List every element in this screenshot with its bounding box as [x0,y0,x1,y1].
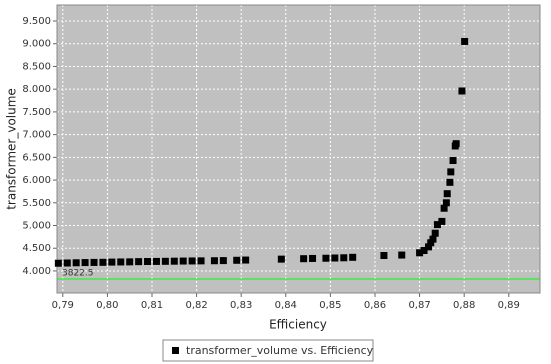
point [452,140,460,148]
point [449,157,457,165]
point [144,258,152,266]
point [81,259,89,267]
point [458,87,466,95]
y-tick-label: 9.000 [22,39,51,50]
point [447,168,455,176]
y-tick-label: 5.000 [22,221,51,232]
point [429,235,437,243]
x-tick-label: 0,89 [498,300,520,311]
y-tick-label: 8.500 [22,61,51,72]
point [398,251,406,259]
point [440,204,448,212]
point [380,252,388,260]
y-tick-label: 6.000 [22,175,51,186]
y-tick-label: 8.000 [22,84,51,95]
x-tick-label: 0,86 [364,300,386,311]
point [322,254,330,262]
point [170,257,178,265]
y-axis-title: transformer_volume [5,88,19,210]
point [277,255,285,263]
plot-area [57,5,540,293]
point [300,255,308,263]
point [233,256,241,264]
point [340,254,348,262]
point [425,243,433,251]
point [349,253,357,261]
point [331,254,339,262]
plot-border [56,4,541,294]
y-tick-label: 4.000 [22,266,51,277]
point [210,257,218,265]
reference-label: 3822.5 [62,269,94,279]
point [188,257,196,265]
point [242,256,250,264]
point [442,199,450,207]
point [443,190,451,198]
point [117,258,125,266]
point [108,258,116,266]
point [461,37,469,45]
point [99,258,107,266]
point [438,217,446,225]
point [427,239,435,247]
x-tick-label: 0,81 [141,300,163,311]
x-tick-label: 0,80 [96,300,118,311]
x-tick-label: 0,83 [230,300,252,311]
legend-marker [172,347,179,354]
point [446,178,454,186]
point [431,229,439,237]
x-tick-label: 0,79 [52,300,74,311]
y-tick-label: 9.500 [22,16,51,27]
y-tick-label: 5.500 [22,198,51,209]
point [179,257,187,265]
point [416,249,424,257]
x-tick-label: 0,85 [319,300,341,311]
legend-label: transformer_volume vs. Efficiency [186,344,374,357]
y-tick-label: 6.500 [22,152,51,163]
x-tick-label: 0,84 [275,300,297,311]
point [90,258,98,266]
point [161,257,169,265]
point [126,258,134,266]
point [433,221,441,229]
legend-box [162,339,374,362]
y-tick-label: 7.000 [22,130,51,141]
point [197,257,205,265]
point [72,259,80,267]
point [152,257,160,265]
point [135,258,143,266]
x-axis-title: Efficiency [269,318,327,332]
point [54,259,62,267]
x-tick-label: 0,88 [453,300,475,311]
point [309,254,317,262]
y-tick-label: 4.500 [22,243,51,254]
y-tick-label: 7.500 [22,107,51,118]
x-tick-label: 0,82 [185,300,207,311]
point [219,257,227,265]
point [63,259,71,267]
point [420,247,428,255]
x-tick-label: 0,87 [408,300,430,311]
